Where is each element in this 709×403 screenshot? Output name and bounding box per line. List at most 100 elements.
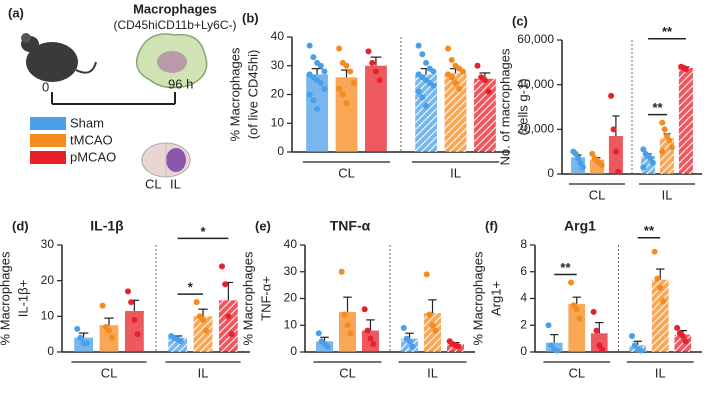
data-point — [429, 322, 436, 329]
legend-swatch — [30, 151, 66, 164]
data-point — [324, 343, 331, 350]
cell-subtitle: (CD45hiCD11b+Ly6C-) — [113, 18, 236, 32]
bar-chart: (e) TNF-α % Macrophages TNF-α+ 0 10 20 30 40 CL IL — [240, 218, 475, 380]
y-tick-label: 0 — [290, 344, 297, 358]
data-point — [415, 88, 422, 95]
y-tick-label: 30 — [41, 237, 55, 251]
data-point — [481, 77, 488, 84]
panel-label: (c) — [512, 13, 528, 28]
data-point — [317, 62, 324, 69]
y-tick-label: 20 — [41, 273, 55, 287]
data-point — [661, 126, 668, 133]
data-point — [193, 299, 200, 306]
data-point — [572, 150, 579, 157]
data-point — [554, 347, 561, 354]
data-point — [228, 331, 235, 338]
y-axis-label: % Macrophages — [240, 251, 255, 345]
y-tick-label: 0 — [520, 344, 527, 358]
data-point — [649, 159, 656, 166]
bar — [99, 325, 119, 352]
data-point — [361, 306, 368, 313]
data-point — [575, 155, 582, 162]
y-tick-label: 8 — [520, 237, 527, 251]
significance-label: * — [188, 280, 194, 295]
y-axis-label: No. of macrophages — [497, 48, 512, 166]
y-tick-label: 40 — [284, 237, 298, 251]
data-point — [452, 80, 459, 86]
bar — [474, 78, 496, 152]
data-point — [664, 133, 670, 140]
bar — [365, 65, 387, 152]
data-point — [666, 137, 673, 144]
bar — [651, 279, 669, 352]
time-start: 0 — [42, 79, 49, 94]
data-point — [423, 271, 430, 278]
y-tick-label: 40 — [271, 29, 285, 43]
data-point — [459, 68, 466, 75]
y-tick-label: 10 — [271, 115, 285, 129]
panel-a: (a) Macrophages (CD45hiCD11b+Ly6C-) 0 96… — [8, 1, 237, 191]
legend-swatch — [30, 134, 66, 147]
data-point — [370, 340, 377, 347]
data-point — [423, 103, 430, 109]
y-axis-label: % Macrophages — [0, 251, 12, 345]
data-point — [659, 119, 666, 126]
data-point — [576, 315, 583, 322]
legend-label: pMCAO — [70, 149, 116, 164]
data-point — [660, 298, 667, 305]
y-tick-label: 6 — [520, 264, 527, 278]
x-group-label: IL — [450, 165, 461, 180]
significance-label: ** — [652, 100, 663, 115]
data-point — [455, 343, 462, 350]
y-tick-label: 4 — [520, 291, 527, 305]
legend: Sham tMCAO pMCAO — [30, 115, 116, 164]
data-point — [338, 268, 345, 275]
data-point — [568, 279, 575, 286]
y-tick-label: 10 — [284, 317, 298, 331]
macrophage-icon — [135, 33, 208, 89]
side-label: CL — [145, 176, 162, 191]
y-tick-label: 0 — [547, 166, 554, 180]
bar-chart: (f) Arg1 % Macrophages Arg1+ 0 2 4 6 8 CL IL ** ** — [470, 218, 702, 380]
data-point — [372, 68, 379, 75]
data-point — [343, 62, 350, 69]
legend-label: tMCAO — [70, 132, 113, 147]
data-point — [369, 59, 376, 66]
x-group-label: CL — [101, 365, 118, 380]
bar-chart: (c) No. of macrophages (cells g-1) 0 20,000 4… — [497, 13, 702, 202]
legend-label: Sham — [70, 115, 104, 130]
data-point — [674, 324, 681, 331]
data-point — [128, 299, 135, 306]
data-point — [400, 324, 407, 331]
x-group-label: IL — [655, 365, 666, 380]
data-point — [344, 322, 351, 329]
data-point — [315, 330, 322, 337]
data-point — [640, 146, 647, 153]
data-point — [608, 92, 615, 99]
y-axis-label: (cells g-1) — [515, 78, 530, 135]
data-point — [445, 45, 452, 52]
data-point — [321, 85, 328, 92]
data-point — [367, 335, 374, 342]
panel-label: (d) — [12, 218, 29, 233]
data-point — [657, 284, 664, 291]
significance-label: ** — [644, 223, 655, 238]
side-label: IL — [170, 176, 181, 191]
chart-title: TNF-α — [330, 218, 371, 234]
data-point — [589, 150, 596, 157]
y-axis-label: TNF-α+ — [258, 276, 273, 321]
data-point — [430, 68, 437, 75]
significance-label: * — [200, 224, 206, 239]
data-point — [203, 327, 210, 334]
x-group-label: CL — [339, 365, 356, 380]
mouse-icon — [21, 33, 97, 82]
data-point — [341, 311, 348, 318]
data-point — [637, 347, 644, 354]
data-point — [679, 332, 686, 339]
y-tick-label: 10 — [41, 309, 55, 323]
y-axis-label: Arg1+ — [488, 281, 503, 316]
data-point — [409, 343, 416, 350]
data-point — [426, 311, 433, 318]
data-point — [579, 164, 586, 171]
